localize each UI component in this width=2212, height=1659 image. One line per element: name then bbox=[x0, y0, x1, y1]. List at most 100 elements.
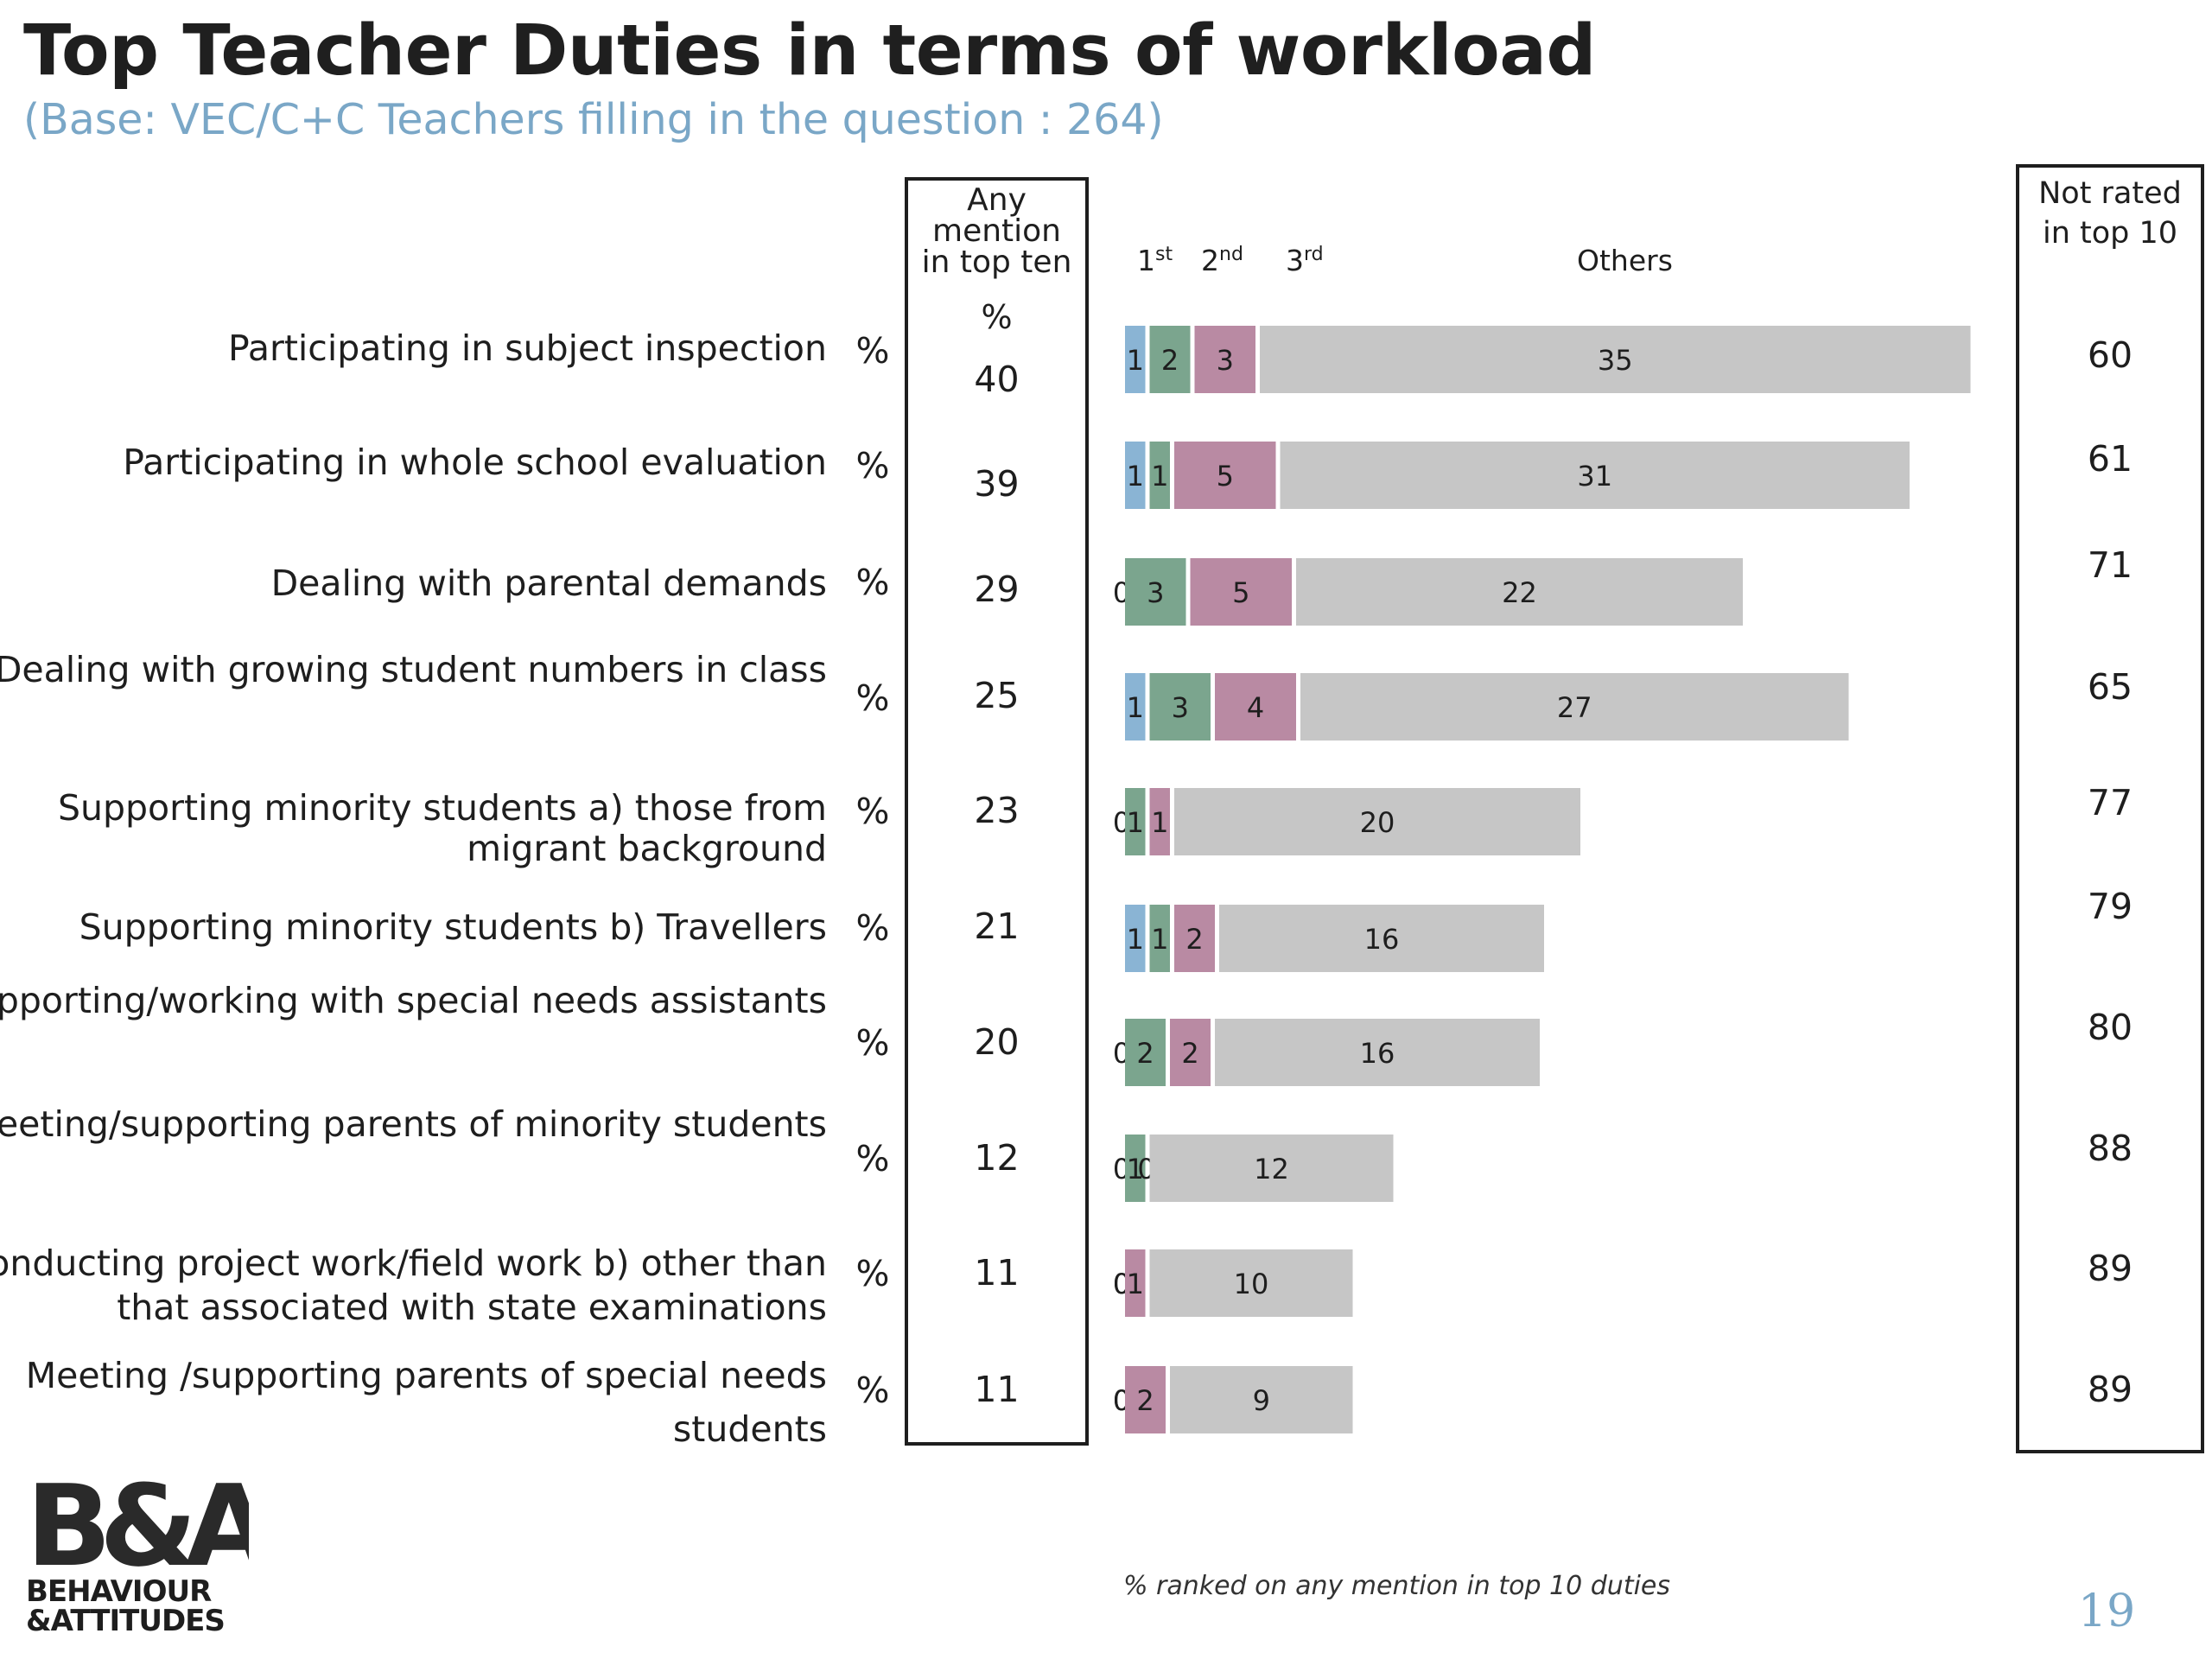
pct-sign-6: % bbox=[855, 907, 890, 949]
bar-label-others-5: 20 bbox=[1360, 806, 1395, 839]
bar-label-others-8: 12 bbox=[1254, 1153, 1289, 1185]
col-head-others: Others bbox=[1577, 244, 1673, 277]
pct-sign-5: % bbox=[855, 791, 890, 832]
bar-others-1 bbox=[1260, 326, 1971, 393]
page-subtitle: (Base: VEC/C+C Teachers filling in the q… bbox=[23, 95, 1164, 144]
bar-label-third-3: 5 bbox=[1232, 576, 1249, 609]
not-rated-value-5: 77 bbox=[2087, 782, 2133, 823]
row-label-10: Meeting /supporting parents of special n… bbox=[25, 1355, 827, 1450]
row-label-5: Supporting minority students a) those fr… bbox=[58, 787, 827, 870]
behaviour-attitudes-logo: B&A BEHAVIOUR &ATTITUDES bbox=[26, 1463, 249, 1636]
col-head-first: 1st bbox=[1137, 244, 1173, 277]
bar-second-2 bbox=[1149, 442, 1170, 509]
bar-others-9 bbox=[1149, 1249, 1353, 1317]
row-label-7: Supporting/working with special needs as… bbox=[0, 980, 827, 1021]
not-rated-header-line1: Not rated bbox=[2038, 176, 2182, 211]
not-rated-value-8: 88 bbox=[2087, 1128, 2133, 1169]
row-label-9: Conducting project work/field work b) ot… bbox=[0, 1243, 827, 1329]
bar-third-1 bbox=[1194, 326, 1255, 393]
bar-label-first-2: 1 bbox=[1127, 460, 1144, 493]
bar-first-4 bbox=[1125, 673, 1146, 741]
page-number: 19 bbox=[2078, 1586, 2136, 1637]
bar-label-first-6: 1 bbox=[1127, 923, 1144, 956]
any-mention-unit: % bbox=[981, 298, 1013, 336]
any-mention-value-4: 25 bbox=[974, 675, 1020, 716]
bar-others-5 bbox=[1174, 788, 1580, 855]
pct-sign-1: % bbox=[855, 330, 890, 372]
bar-label-others-3: 22 bbox=[1502, 576, 1537, 609]
col-head-second-sup: nd bbox=[1219, 244, 1243, 265]
col-head-second: 2nd bbox=[1201, 244, 1243, 277]
not-rated-box bbox=[2016, 164, 2204, 1453]
bar-label-second-1: 2 bbox=[1161, 344, 1179, 377]
bar-label-others-2: 31 bbox=[1577, 460, 1612, 493]
bar-others-7 bbox=[1215, 1019, 1540, 1086]
row-label-8: Meeting/supporting parents of minority s… bbox=[0, 1103, 827, 1145]
footnote: % ranked on any mention in top 10 duties bbox=[1123, 1571, 1671, 1601]
pct-sign-2: % bbox=[855, 445, 890, 486]
bar-others-2 bbox=[1280, 442, 1910, 509]
bar-first-2 bbox=[1125, 442, 1146, 509]
bar-label-second-3: 3 bbox=[1147, 576, 1164, 609]
bar-label-others-10: 9 bbox=[1253, 1384, 1270, 1417]
bar-second-4 bbox=[1149, 673, 1211, 741]
bar-others-10 bbox=[1170, 1366, 1353, 1433]
logo-mark-text: B&A bbox=[26, 1463, 249, 1592]
any-mention-value-7: 20 bbox=[974, 1021, 1020, 1063]
any-mention-box bbox=[905, 177, 1089, 1446]
pct-sign-10: % bbox=[855, 1370, 890, 1411]
not-rated-header: Not rated in top 10 bbox=[2016, 175, 2204, 253]
bar-second-1 bbox=[1149, 326, 1191, 393]
bar-others-6 bbox=[1219, 905, 1544, 972]
row-label-2: Participating in whole school evaluation bbox=[123, 442, 827, 483]
any-mention-header-line3: in top ten bbox=[921, 245, 1072, 280]
bar-third-3 bbox=[1190, 558, 1292, 626]
not-rated-value-6: 79 bbox=[2087, 886, 2133, 927]
bar-third-6 bbox=[1174, 905, 1215, 972]
bar-label-first-1: 1 bbox=[1127, 344, 1144, 377]
not-rated-value-2: 61 bbox=[2087, 438, 2133, 480]
bar-label-others-4: 27 bbox=[1557, 691, 1592, 724]
logo-line2: &ATTITUDES bbox=[26, 1604, 225, 1636]
bar-third-4 bbox=[1215, 673, 1296, 741]
not-rated-value-1: 60 bbox=[2087, 334, 2133, 376]
not-rated-header-line2: in top 10 bbox=[2042, 215, 2178, 251]
any-mention-value-1: 40 bbox=[974, 359, 1020, 400]
col-head-second-text: 2 bbox=[1201, 244, 1219, 277]
bar-label-second-4: 3 bbox=[1172, 691, 1189, 724]
any-mention-value-8: 12 bbox=[974, 1137, 1020, 1179]
bar-label-second-7: 2 bbox=[1136, 1037, 1154, 1070]
bar-second-7 bbox=[1125, 1019, 1166, 1086]
bar-second-5 bbox=[1125, 788, 1146, 855]
bar-label-third-5: 1 bbox=[1151, 806, 1168, 839]
bar-label-third-7: 2 bbox=[1181, 1037, 1198, 1070]
pct-sign-8: % bbox=[855, 1138, 890, 1179]
bar-others-4 bbox=[1300, 673, 1849, 741]
any-mention-value-6: 21 bbox=[974, 906, 1020, 947]
col-head-first-text: 1 bbox=[1137, 244, 1155, 277]
bar-label-third-6: 2 bbox=[1185, 923, 1203, 956]
col-head-third-text: 3 bbox=[1286, 244, 1304, 277]
any-mention-header-line2: mention bbox=[932, 213, 1061, 249]
col-head-third: 3rd bbox=[1286, 244, 1324, 277]
not-rated-value-9: 89 bbox=[2087, 1248, 2133, 1289]
any-mention-value-2: 39 bbox=[974, 463, 1020, 505]
pct-sign-3: % bbox=[855, 562, 890, 603]
row-label-3: Dealing with parental demands bbox=[270, 563, 827, 604]
not-rated-value-3: 71 bbox=[2087, 544, 2133, 586]
row-label-4: Dealing with growing student numbers in … bbox=[0, 649, 827, 690]
pct-sign-4: % bbox=[855, 677, 890, 719]
bar-label-third-9: 1 bbox=[1127, 1268, 1144, 1300]
bar-label-second-8: 1 bbox=[1127, 1153, 1144, 1185]
bar-label-third-4: 4 bbox=[1247, 691, 1264, 724]
not-rated-value-10: 89 bbox=[2087, 1369, 2133, 1410]
pct-sign-7: % bbox=[855, 1022, 890, 1064]
bar-label-third-10: 2 bbox=[1136, 1384, 1154, 1417]
bar-label-first-4: 1 bbox=[1127, 691, 1144, 724]
bar-third-5 bbox=[1149, 788, 1170, 855]
col-head-first-sup: st bbox=[1155, 244, 1173, 265]
any-mention-header-line1: Any bbox=[967, 182, 1027, 218]
bar-first-6 bbox=[1125, 905, 1146, 972]
bar-label-others-6: 16 bbox=[1364, 923, 1400, 956]
